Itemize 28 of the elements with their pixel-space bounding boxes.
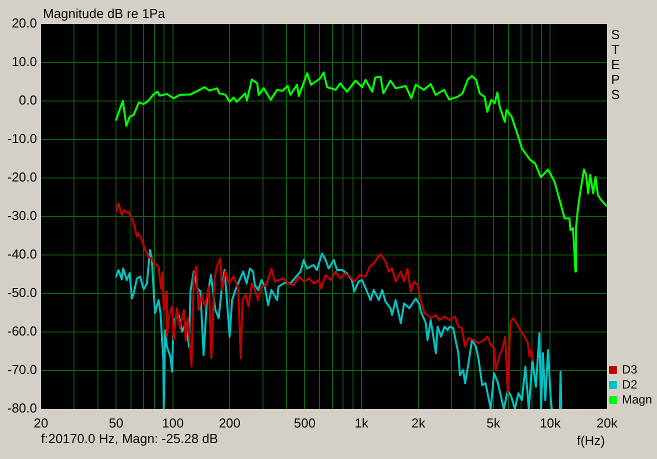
x-tick-label: 200: [218, 415, 241, 430]
text: STEPS: [608, 27, 623, 102]
y-axis-title: Magnitude dB re 1Pa: [43, 6, 166, 21]
x-tick-label: 50: [108, 415, 124, 430]
x-tick-label: 5k: [486, 415, 501, 430]
x-tick-label: 10k: [540, 415, 562, 430]
y-tick-label: -70.0: [7, 362, 37, 378]
x-axis-title: f(Hz): [576, 433, 605, 448]
y-tick-label: -40.0: [7, 246, 37, 262]
x-tick-label: 100: [162, 415, 184, 430]
y-tick-label: -10.0: [7, 131, 37, 146]
x-tick-label: 20k: [596, 415, 618, 430]
y-tick-label: 20.0: [12, 16, 37, 31]
text: f:20170.0 Hz, Magn: -25.28 dB: [41, 431, 218, 446]
y-tick-label: -30.0: [7, 208, 37, 224]
x-tick-label: 500: [294, 415, 316, 430]
y-tick-label: -50.0: [7, 285, 37, 300]
y-tick-label: -60.0: [7, 324, 37, 339]
y-tick-label: 10.0: [12, 54, 37, 70]
y-tick-label: 0.0: [18, 92, 37, 108]
legend-label: D3: [622, 362, 638, 376]
y-tick-label: -80.0: [7, 400, 37, 416]
legend-label: D2: [622, 377, 638, 392]
legend-label: Magn: [622, 392, 652, 406]
y-tick-label: -20.0: [7, 170, 37, 185]
x-tick-label: 20: [34, 415, 48, 430]
x-tick-label: 2k: [411, 415, 426, 430]
x-tick-label: 1k: [354, 415, 369, 430]
